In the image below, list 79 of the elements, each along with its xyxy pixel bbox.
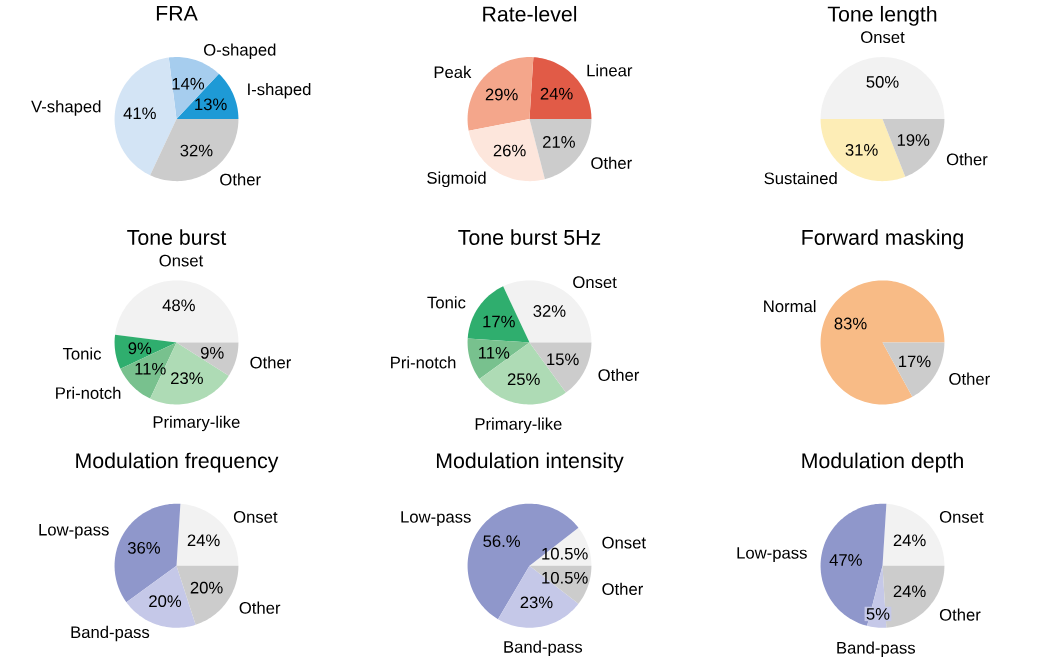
slice-label: Primary-like [153,415,240,432]
slice-label: Tonic [427,296,466,309]
chart-title: Tone length [827,5,937,26]
chart-title: Forward masking [802,229,963,250]
data-label: 17% [899,355,931,368]
slice-label: Sustained [764,171,837,185]
data-label: 9% [200,346,224,359]
data-label: 25% [507,373,540,386]
data-label: 13% [195,98,227,111]
slice-label: Other [591,156,632,169]
data-label: 56.% [483,535,521,548]
data-label: 36% [127,541,161,554]
slice-label: Onset [861,31,905,44]
data-label: 11% [479,346,510,359]
slice-label: Other [946,153,988,166]
slice-label: Peak [434,65,472,79]
slice-label: Band-pass [71,625,150,642]
slice-label: Other [939,608,981,621]
data-label: 14% [172,77,205,90]
slice-label: O-shaped [204,43,276,60]
data-label: 23% [520,596,553,609]
chart-title: FRA [156,5,198,21]
data-label: 24% [540,87,573,100]
data-label: 24% [187,534,220,547]
data-label: 47% [829,554,862,566]
slice-label: Linear [587,64,633,77]
data-label: 24% [893,534,926,547]
slice-label: Other [250,356,292,369]
data-label: 32% [180,144,213,157]
data-label: 19% [897,134,930,146]
slice-label: Band-pass [837,641,916,658]
data-label: 20% [149,595,182,608]
data-label: 17% [483,315,515,328]
data-label: 26% [493,144,526,157]
slice-label: Other [602,582,643,595]
data-label: 31% [845,143,878,156]
slice-label: V-shaped [31,100,101,116]
slice-label: Other [220,173,261,186]
slice-label: Other [598,368,640,381]
slice-label: Onset [233,511,278,523]
slice-label: Low-pass [401,511,471,527]
chart-title: Rate-level [483,5,577,22]
chart-title: Modulation depth [802,452,963,473]
slice-label: Tonic [62,347,102,360]
data-label: 32% [533,305,566,317]
data-label: 11% [135,362,166,375]
chart-title: Modulation frequency [76,452,279,473]
slice-label: Other [239,601,281,614]
slice-label: Primary-like [475,417,562,434]
slice-label: Low-pass [737,547,807,563]
data-label: 10.5% [542,571,588,584]
chart-title: Tone burst 5Hz [458,229,601,245]
slice-label: Normal [764,299,816,313]
data-label: 24% [893,585,926,598]
slice-label: Pri-notch [391,356,456,369]
slice-label: Pri-notch [56,386,121,399]
data-label: 29% [485,88,518,101]
slice-label: Other [949,372,990,385]
data-label: 83% [834,317,867,330]
data-label: 20% [190,581,223,594]
slice-label: Onset [159,254,204,267]
data-label: 50% [866,75,899,88]
data-label: 9% [128,342,152,355]
data-label: 10.5% [542,547,588,560]
slice-label: Onset [602,536,646,549]
chart-title: Modulation intensity [436,452,624,473]
data-label: 41% [123,107,156,120]
slice-label: Sigmoid [427,171,486,188]
data-label: 23% [171,372,203,385]
chart-title: Tone burst [127,229,227,245]
slice-label: Onset [573,276,617,289]
slice-label: Onset [939,511,984,523]
slice-label: Band-pass [504,640,583,657]
slice-label: Low-pass [39,523,109,539]
data-label: 48% [162,299,195,312]
slice-label: I-shaped [248,82,311,99]
data-label: 15% [547,353,579,366]
data-label: 21% [543,136,575,148]
data-label: 5% [866,608,890,620]
